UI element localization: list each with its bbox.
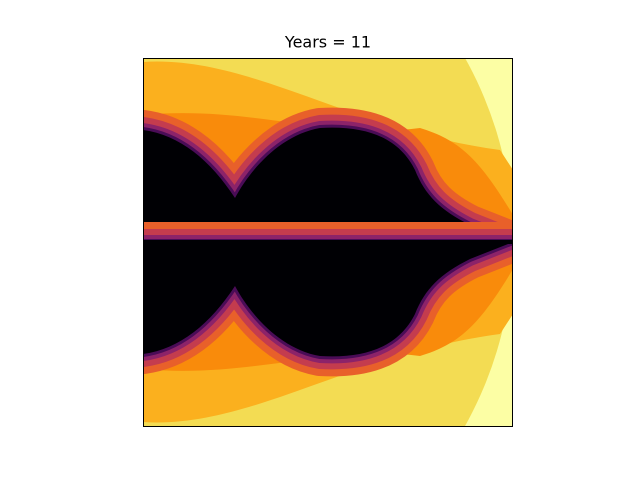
fractal-image <box>143 58 513 427</box>
axes-frame <box>143 58 513 427</box>
plot-title: Years = 11 <box>284 33 371 52</box>
